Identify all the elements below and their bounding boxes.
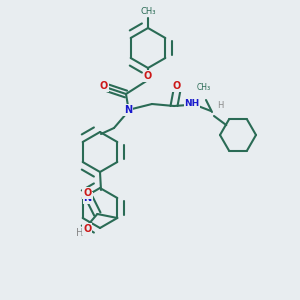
Text: O: O [83, 188, 92, 198]
Text: N: N [124, 105, 132, 115]
Text: H: H [76, 228, 83, 238]
Text: NH: NH [184, 100, 200, 109]
Text: N: N [84, 193, 92, 203]
Text: CH₃: CH₃ [140, 8, 156, 16]
Text: O: O [100, 81, 108, 91]
Text: O: O [144, 71, 152, 81]
Text: O: O [83, 224, 92, 234]
Text: CH₃: CH₃ [197, 83, 211, 92]
Text: O: O [173, 81, 181, 91]
Text: H: H [217, 101, 223, 110]
